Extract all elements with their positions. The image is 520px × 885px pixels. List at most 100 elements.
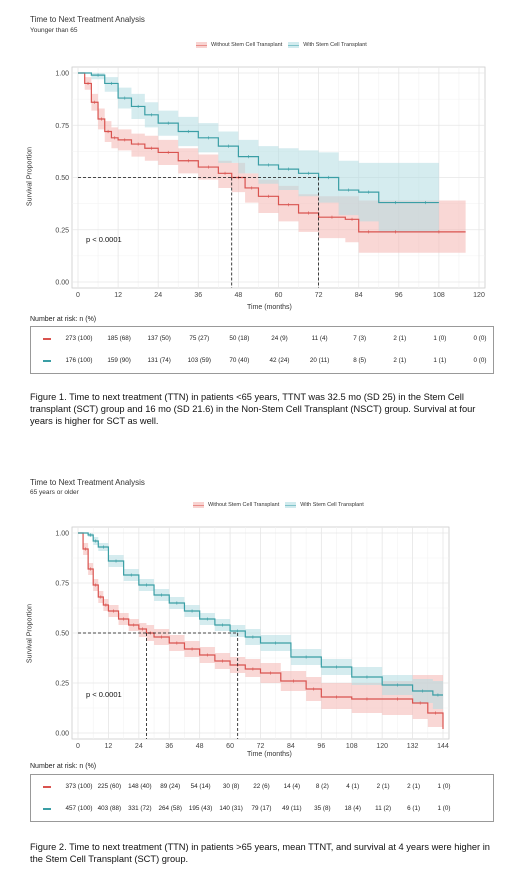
risk-cell: 2 (1) bbox=[376, 783, 390, 790]
risk-cell: 11 (2) bbox=[375, 805, 392, 812]
risk-row-with: 457 (100) 403 (88) 331 (72) 264 (58) 195 (43… bbox=[31, 804, 493, 814]
y-tick-label: 0.00 bbox=[55, 731, 69, 738]
risk-cell: 18 (4) bbox=[344, 805, 361, 812]
risk-cell: 6 (1) bbox=[407, 805, 421, 812]
x-tick-label: 60 bbox=[275, 292, 283, 299]
x-tick-label: 144 bbox=[437, 743, 449, 750]
risk-mark-with bbox=[43, 360, 51, 362]
risk-cell: 225 (60) bbox=[97, 783, 122, 790]
km-plot-2: 0 12 24 36 48 60 72 84 96 108 120 132 144 0.00 0.25 0.5… bbox=[55, 526, 450, 750]
confidence-band-with bbox=[78, 533, 443, 709]
x-axis-label: Time (months) bbox=[247, 304, 292, 311]
risk-table: 273 (100) 185 (68) 137 (50) 75 (27) 50 (18) 2… bbox=[30, 326, 494, 374]
x-tick-label: 36 bbox=[165, 743, 173, 750]
risk-cell: 331 (72) bbox=[128, 805, 152, 812]
risk-row-with: 176 (100) 159 (90) 131 (74) 103 (59) 70 (40)… bbox=[31, 356, 493, 366]
legend-swatch-with bbox=[285, 502, 297, 508]
y-tick-label: 0.50 bbox=[55, 631, 69, 638]
legend-label-without: Without Stem Cell Transplant bbox=[208, 502, 280, 508]
x-tick-label: 72 bbox=[257, 743, 265, 750]
y-tick-label: 1.00 bbox=[55, 531, 69, 538]
y-tick-label: 0.25 bbox=[55, 681, 69, 688]
risk-cell: 70 (40) bbox=[229, 357, 250, 364]
km-plot-1: 0 12 24 36 48 60 72 84 96 108 120 0.00 0.25 0.50 0.75 1… bbox=[55, 66, 486, 299]
x-tick-label: 12 bbox=[105, 743, 113, 750]
chart-subtitle: Younger than 65 bbox=[30, 27, 78, 34]
risk-cell: 79 (17) bbox=[251, 805, 272, 812]
risk-cell: 8 (2) bbox=[315, 783, 329, 790]
x-tick-label: 48 bbox=[235, 292, 243, 299]
risk-cell: 403 (88) bbox=[97, 805, 122, 812]
risk-cell: 20 (11) bbox=[309, 357, 330, 364]
risk-cell: 159 (90) bbox=[107, 357, 131, 364]
x-tick-label: 108 bbox=[433, 292, 445, 299]
y-tick-label: 0.25 bbox=[55, 227, 69, 234]
x-tick-label: 60 bbox=[226, 743, 234, 750]
x-tick-label: 120 bbox=[473, 292, 485, 299]
chart-legend: Without Stem Cell Transplant With Stem C… bbox=[196, 42, 367, 48]
risk-row-without: 373 (100) 225 (60) 148 (40) 89 (24) 54 (14) 3… bbox=[31, 782, 493, 792]
risk-cell: 14 (4) bbox=[283, 783, 301, 790]
risk-cell: 75 (27) bbox=[189, 335, 210, 342]
figure-caption: Figure 2. Time to next treatment (TTN) i… bbox=[30, 842, 490, 864]
x-tick-label: 24 bbox=[154, 292, 162, 299]
x-tick-label: 36 bbox=[194, 292, 202, 299]
risk-cell: 0 (0) bbox=[473, 357, 487, 364]
x-tick-label: 84 bbox=[287, 743, 295, 750]
risk-row-without: 273 (100) 185 (68) 137 (50) 75 (27) 50 (18) 2… bbox=[31, 334, 493, 344]
legend-swatch-without bbox=[193, 502, 204, 508]
risk-cell: 148 (40) bbox=[128, 783, 152, 790]
legend-label-with: With Stem Cell Transplant bbox=[303, 42, 367, 48]
chart-title: Time to Next Treatment Analysis bbox=[30, 478, 145, 487]
chart-legend: Without Stem Cell Transplant With Stem C… bbox=[193, 502, 364, 508]
y-tick-label: 1.00 bbox=[55, 71, 69, 78]
risk-cell: 185 (68) bbox=[107, 335, 131, 342]
x-tick-label: 0 bbox=[76, 743, 80, 750]
risk-mark-with bbox=[43, 808, 51, 810]
risk-cell: 2 (1) bbox=[393, 335, 407, 342]
figure-caption: Figure 1. Time to next treatment (TTN) i… bbox=[30, 392, 476, 426]
chart-subtitle: 65 years or older bbox=[30, 489, 79, 496]
confidence-band-with bbox=[78, 73, 439, 232]
x-tick-label: 120 bbox=[376, 743, 388, 750]
risk-cell: 373 (100) bbox=[65, 783, 93, 790]
x-axis-label: Time (months) bbox=[247, 751, 292, 758]
risk-mark-without bbox=[43, 786, 51, 788]
survival-line-without bbox=[78, 72, 466, 233]
x-tick-label: 72 bbox=[315, 292, 323, 299]
y-axis-label: Survival Proportion bbox=[26, 146, 34, 207]
risk-cell: 2 (1) bbox=[393, 357, 407, 364]
risk-cell: 1 (0) bbox=[433, 335, 447, 342]
y-axis-label: Survival Proportion bbox=[26, 603, 34, 664]
x-tick-label: 84 bbox=[355, 292, 363, 299]
x-tick-label: 96 bbox=[395, 292, 403, 299]
risk-cell: 195 (43) bbox=[188, 805, 213, 812]
legend-label-without: Without Stem Cell Transplant bbox=[211, 42, 283, 48]
risk-cell: 1 (0) bbox=[437, 783, 451, 790]
x-tick-label: 108 bbox=[346, 743, 358, 750]
p-value: p < 0.0001 bbox=[86, 235, 122, 244]
risk-cell: 1 (1) bbox=[433, 357, 447, 364]
risk-cell: 50 (18) bbox=[229, 335, 250, 342]
risk-cell: 103 (59) bbox=[187, 357, 212, 364]
x-tick-label: 132 bbox=[407, 743, 419, 750]
risk-cell: 11 (4) bbox=[311, 335, 328, 342]
risk-table-title: Number at risk: n (%) bbox=[30, 763, 97, 770]
y-tick-label: 0.50 bbox=[55, 175, 69, 182]
risk-cell: 49 (11) bbox=[282, 805, 302, 812]
x-tick-label: 48 bbox=[196, 743, 204, 750]
risk-cell: 176 (100) bbox=[65, 357, 93, 364]
risk-mark-without bbox=[43, 338, 51, 340]
survival-line-with bbox=[78, 72, 439, 204]
risk-cell: 24 (9) bbox=[271, 335, 288, 342]
risk-cell: 89 (24) bbox=[160, 783, 181, 790]
legend-label-with: With Stem Cell Transplant bbox=[300, 502, 364, 508]
risk-cell: 8 (5) bbox=[353, 357, 367, 364]
risk-cell: 131 (74) bbox=[147, 357, 171, 364]
figure-2: Time to Next Treatment Analysis 65 years… bbox=[0, 440, 520, 885]
legend-swatch-without bbox=[196, 42, 207, 48]
x-tick-label: 12 bbox=[114, 292, 122, 299]
risk-table-title: Number at risk: n (%) bbox=[30, 316, 97, 323]
risk-cell: 264 (58) bbox=[158, 805, 182, 812]
risk-cell: 7 (3) bbox=[353, 335, 367, 342]
